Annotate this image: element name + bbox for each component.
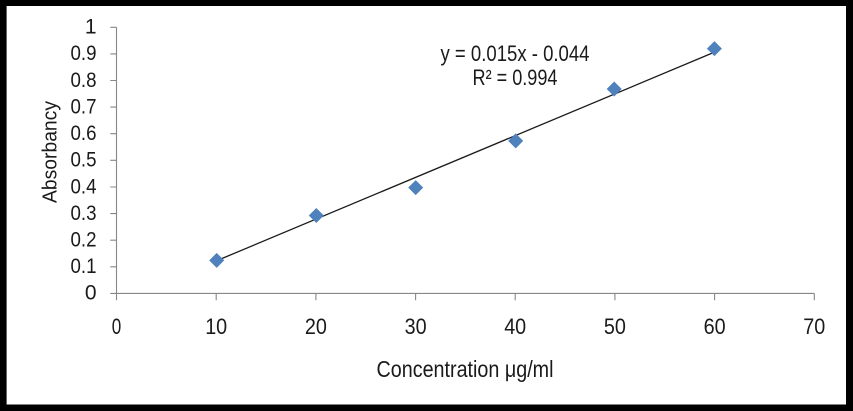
svg-text:0.1: 0.1 xyxy=(71,255,97,278)
svg-text:40: 40 xyxy=(504,314,526,339)
svg-text:0: 0 xyxy=(85,282,97,305)
svg-text:0: 0 xyxy=(112,314,122,339)
svg-text:0.6: 0.6 xyxy=(71,122,97,145)
svg-text:0.5: 0.5 xyxy=(71,149,97,172)
svg-text:0.7: 0.7 xyxy=(71,95,97,118)
svg-text:0.9: 0.9 xyxy=(71,42,97,65)
svg-text:1: 1 xyxy=(85,16,97,39)
svg-text:0.3: 0.3 xyxy=(71,202,97,225)
svg-text:y = 0.015x - 0.044: y = 0.015x - 0.044 xyxy=(441,41,590,66)
svg-text:Absorbancy: Absorbancy xyxy=(39,101,61,203)
svg-text:60: 60 xyxy=(704,314,726,339)
svg-text:0.8: 0.8 xyxy=(71,69,97,92)
svg-text:50: 50 xyxy=(604,314,626,339)
svg-text:0.4: 0.4 xyxy=(71,175,97,198)
svg-text:70: 70 xyxy=(803,314,825,339)
svg-text:R² = 0.994: R² = 0.994 xyxy=(473,65,558,90)
svg-text:10: 10 xyxy=(205,314,227,339)
svg-text:30: 30 xyxy=(405,314,427,339)
svg-text:20: 20 xyxy=(305,314,327,339)
svg-text:Concentration μg/ml: Concentration μg/ml xyxy=(377,356,554,382)
svg-text:0.2: 0.2 xyxy=(71,229,97,252)
